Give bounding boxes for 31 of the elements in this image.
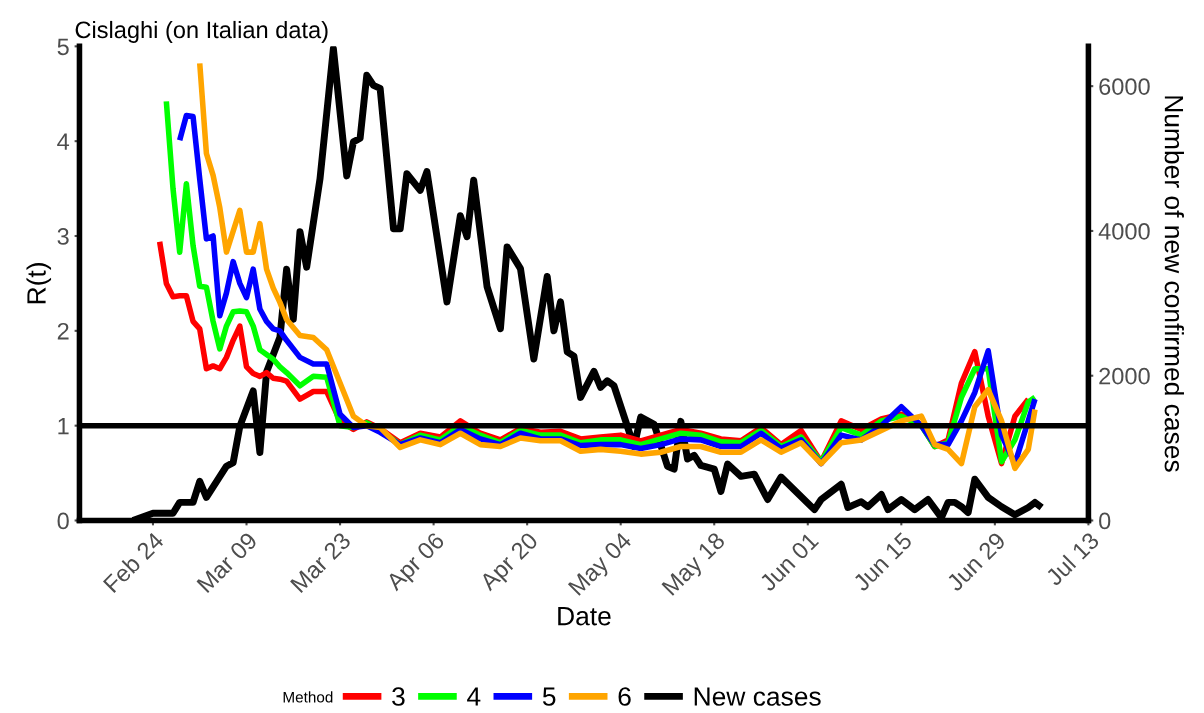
y-tick-label: 2 xyxy=(57,322,69,340)
legend-label: 4 xyxy=(467,687,481,706)
x-tick-label: Apr 20 xyxy=(478,531,543,595)
x-tick-label: Jun 15 xyxy=(852,531,913,593)
y2-tick-label: 0 xyxy=(1099,512,1111,530)
y-tick-label: 4 xyxy=(57,133,70,150)
x-tick-label: May 04 xyxy=(567,531,636,600)
x-tick-label: Feb 24 xyxy=(102,530,165,594)
x-axis-title: Date xyxy=(558,607,611,626)
y2-tick-label: 2000 xyxy=(1099,367,1150,385)
x-tick-label: Mar 09 xyxy=(196,531,258,594)
legend-label: 3 xyxy=(392,687,405,706)
y-tick-label: 3 xyxy=(57,228,69,245)
x-tick-label: Mar 23 xyxy=(289,531,352,594)
x-tick-label: Apr 06 xyxy=(384,531,449,595)
x-tick-label: Jun 29 xyxy=(945,531,1007,593)
chart-title: Cislaghi (on Italian data) xyxy=(75,20,328,43)
y-tick-label: 1 xyxy=(58,417,69,435)
y2-axis-title: Number of new confirmed cases xyxy=(1164,96,1184,472)
y-axis-title: R(t) xyxy=(26,263,52,304)
y2-tick-label: 4000 xyxy=(1098,223,1150,240)
x-tick-label: Jun 01 xyxy=(758,531,820,593)
y2-tick-label: 6000 xyxy=(1099,78,1150,95)
legend-label: 6 xyxy=(618,687,631,706)
x-tick-label: Jul 13 xyxy=(1044,530,1100,587)
x-tick-label: May 18 xyxy=(661,531,730,600)
y-tick-label: 0 xyxy=(57,512,69,530)
y-tick-label: 5 xyxy=(57,38,69,56)
legend-label: New cases xyxy=(694,687,821,706)
legend-label: 5 xyxy=(542,687,556,706)
legend-title: Method xyxy=(283,691,333,703)
